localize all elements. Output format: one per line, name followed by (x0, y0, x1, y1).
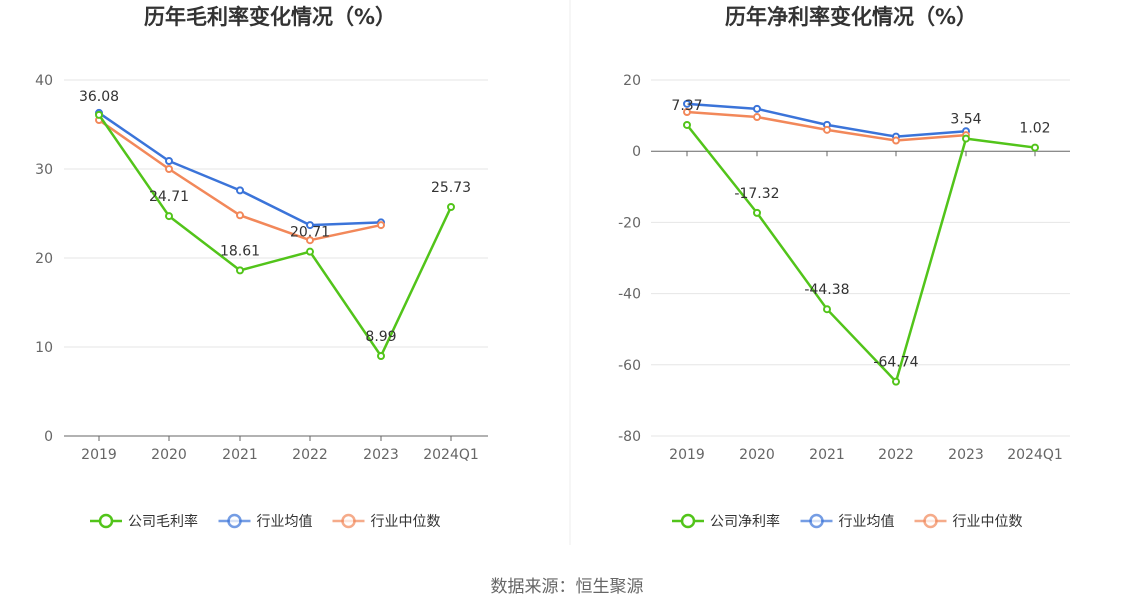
data-label: 24.71 (149, 189, 189, 205)
x-tick-label: 2021 (809, 447, 845, 463)
y-tick-label: 0 (632, 144, 641, 160)
data-label: 1.02 (1019, 121, 1050, 137)
legend-label: 行业中位数 (371, 514, 441, 530)
legend-item-2[interactable]: 行业中位数 (332, 513, 441, 530)
legend-item-1[interactable]: 行业均值 (800, 513, 895, 530)
x-tick-label: 2022 (292, 447, 328, 463)
data-label: 8.99 (365, 329, 396, 345)
data-point[interactable] (95, 110, 103, 119)
data-point[interactable] (1031, 143, 1039, 152)
chart-title: 历年毛利率变化情况（%） (144, 5, 396, 29)
data-point[interactable] (447, 203, 455, 212)
data-label: 25.73 (431, 180, 471, 196)
data-point[interactable] (892, 136, 900, 145)
series-line-2 (98, 119, 382, 242)
gross-margin-chart: 历年毛利率变化情况（%） 0 10 20 30 40 2019 2020 2021 2022 202… (35, 5, 488, 530)
legend-label: 行业均值 (257, 514, 313, 530)
legend-item-0[interactable]: 公司净利率 (672, 513, 780, 530)
data-point[interactable] (753, 208, 761, 217)
data-label: 18.61 (220, 243, 260, 259)
data-point[interactable] (165, 212, 173, 221)
legend-item-1[interactable]: 行业均值 (218, 513, 313, 530)
y-tick-label: 10 (35, 340, 53, 356)
x-tick-label: 2023 (948, 447, 984, 463)
x-tick-label: 2024Q1 (1007, 447, 1063, 463)
legend-item-0[interactable]: 公司毛利率 (90, 513, 198, 530)
net-margin-chart: 历年净利率变化情况（%） -80 -60 -40 -20 0 20 2019 2020 2021 2… (618, 5, 1070, 530)
data-point[interactable] (236, 211, 244, 220)
data-point[interactable] (306, 221, 314, 230)
data-point[interactable] (962, 134, 970, 143)
x-tick-label: 2019 (669, 447, 705, 463)
legend-marker (341, 513, 356, 529)
data-point[interactable] (683, 99, 691, 108)
legend-marker (98, 513, 114, 529)
data-point[interactable] (823, 125, 831, 134)
data-label: 7.37 (671, 98, 702, 114)
y-tick-label: 30 (35, 162, 53, 178)
series-line-0 (686, 124, 1036, 383)
data-point[interactable] (236, 266, 244, 275)
data-label: 20.71 (290, 225, 330, 241)
data-point[interactable] (683, 120, 691, 129)
y-tick-label: -80 (618, 429, 641, 445)
data-label: -44.38 (804, 282, 849, 298)
legend-label: 公司毛利率 (128, 513, 198, 530)
x-tick-label: 2023 (363, 447, 399, 463)
source-note: 数据来源：恒生聚源 (491, 577, 644, 597)
legend-label: 行业中位数 (953, 514, 1023, 530)
y-tick-label: 0 (44, 429, 53, 445)
y-tick-label: 20 (35, 251, 53, 267)
x-tick-label: 2024Q1 (423, 447, 479, 463)
data-point[interactable] (377, 221, 385, 230)
legend-marker (923, 513, 938, 529)
y-tick-label: 20 (623, 73, 641, 89)
data-label: 36.08 (79, 89, 119, 105)
x-tick-label: 2019 (81, 447, 117, 463)
data-point[interactable] (683, 108, 691, 117)
x-tick-label: 2021 (222, 447, 258, 463)
data-point[interactable] (306, 236, 314, 245)
y-tick-label: -60 (618, 358, 641, 374)
data-label: 3.54 (950, 112, 981, 128)
data-point[interactable] (165, 165, 173, 173)
y-tick-label: -40 (618, 287, 641, 303)
y-tick-label: -20 (618, 215, 641, 231)
legend-item-2[interactable]: 行业中位数 (914, 513, 1023, 530)
legend-label: 行业均值 (839, 514, 895, 530)
legend-label: 公司净利率 (710, 513, 780, 530)
x-tick-label: 2020 (151, 447, 187, 463)
x-tick-label: 2022 (878, 447, 914, 463)
data-label: -17.32 (734, 186, 779, 202)
data-label: -64.74 (873, 355, 918, 371)
y-tick-label: 40 (35, 73, 53, 89)
data-point[interactable] (306, 247, 314, 256)
data-point[interactable] (377, 351, 385, 360)
legend-marker (680, 513, 696, 529)
legend-marker (227, 513, 242, 529)
legend-marker (809, 513, 824, 529)
series-line-0 (97, 114, 453, 358)
x-tick-label: 2020 (739, 447, 775, 463)
data-point[interactable] (823, 305, 831, 314)
data-point[interactable] (753, 113, 761, 122)
data-point[interactable] (892, 377, 900, 386)
data-point[interactable] (753, 104, 761, 113)
data-point[interactable] (236, 186, 244, 195)
chart-title: 历年净利率变化情况（%） (725, 5, 977, 29)
data-point[interactable] (165, 156, 173, 165)
